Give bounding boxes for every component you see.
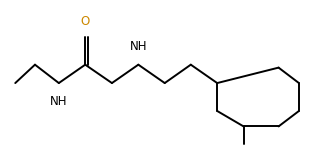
- Text: O: O: [80, 15, 90, 28]
- Text: NH: NH: [50, 95, 68, 108]
- Text: NH: NH: [129, 40, 147, 53]
